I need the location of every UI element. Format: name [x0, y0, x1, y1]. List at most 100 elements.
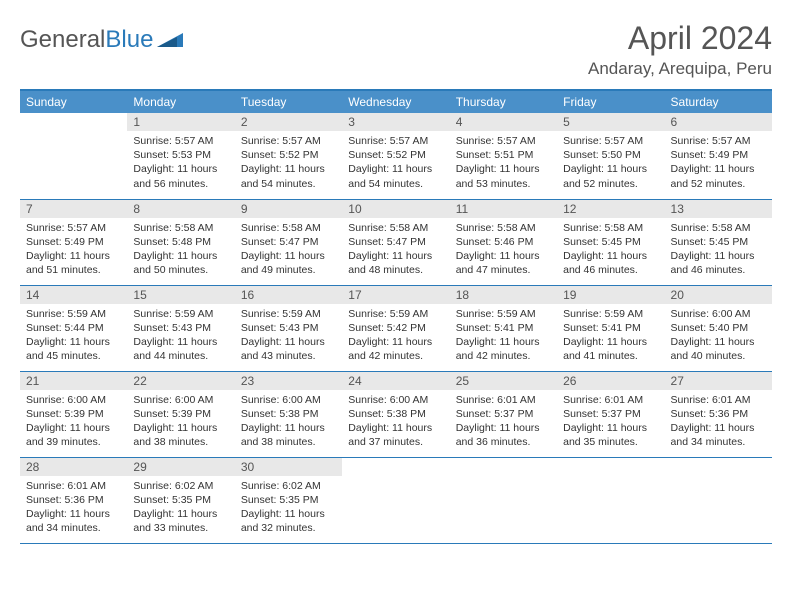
calendar-cell: . [557, 457, 664, 543]
day-details: Sunrise: 5:59 AMSunset: 5:43 PMDaylight:… [127, 304, 234, 367]
calendar-cell: . [450, 457, 557, 543]
sunrise-text: Sunrise: 6:02 AM [133, 479, 228, 493]
day-number: 16 [235, 286, 342, 304]
logo: GeneralBlue [20, 20, 183, 54]
daylight-text: Daylight: 11 hours and 33 minutes. [133, 507, 228, 535]
day-details: Sunrise: 5:57 AMSunset: 5:52 PMDaylight:… [235, 131, 342, 194]
day-details: Sunrise: 6:00 AMSunset: 5:39 PMDaylight:… [20, 390, 127, 453]
day-number: 30 [235, 458, 342, 476]
sunset-text: Sunset: 5:47 PM [241, 235, 336, 249]
day-details: Sunrise: 5:57 AMSunset: 5:53 PMDaylight:… [127, 131, 234, 194]
title-block: April 2024 Andaray, Arequipa, Peru [588, 20, 772, 79]
calendar-row: .1Sunrise: 5:57 AMSunset: 5:53 PMDayligh… [20, 113, 772, 199]
sunset-text: Sunset: 5:47 PM [348, 235, 443, 249]
day-details: Sunrise: 6:02 AMSunset: 5:35 PMDaylight:… [235, 476, 342, 539]
day-details: Sunrise: 5:58 AMSunset: 5:48 PMDaylight:… [127, 218, 234, 281]
sunrise-text: Sunrise: 6:00 AM [671, 307, 766, 321]
weekday-header: Tuesday [235, 90, 342, 113]
daylight-text: Daylight: 11 hours and 35 minutes. [563, 421, 658, 449]
day-number: 19 [557, 286, 664, 304]
day-details: Sunrise: 5:58 AMSunset: 5:47 PMDaylight:… [235, 218, 342, 281]
daylight-text: Daylight: 11 hours and 53 minutes. [456, 162, 551, 190]
day-number: 15 [127, 286, 234, 304]
calendar-cell: 30Sunrise: 6:02 AMSunset: 5:35 PMDayligh… [235, 457, 342, 543]
day-details: Sunrise: 5:59 AMSunset: 5:41 PMDaylight:… [557, 304, 664, 367]
daylight-text: Daylight: 11 hours and 34 minutes. [671, 421, 766, 449]
logo-text-1: General [20, 26, 105, 54]
sunrise-text: Sunrise: 5:57 AM [241, 134, 336, 148]
daylight-text: Daylight: 11 hours and 32 minutes. [241, 507, 336, 535]
calendar-cell: 10Sunrise: 5:58 AMSunset: 5:47 PMDayligh… [342, 199, 449, 285]
calendar-cell: 21Sunrise: 6:00 AMSunset: 5:39 PMDayligh… [20, 371, 127, 457]
day-details: Sunrise: 5:59 AMSunset: 5:43 PMDaylight:… [235, 304, 342, 367]
calendar-cell: 5Sunrise: 5:57 AMSunset: 5:50 PMDaylight… [557, 113, 664, 199]
weekday-header: Thursday [450, 90, 557, 113]
calendar-cell: 24Sunrise: 6:00 AMSunset: 5:38 PMDayligh… [342, 371, 449, 457]
calendar-cell: 4Sunrise: 5:57 AMSunset: 5:51 PMDaylight… [450, 113, 557, 199]
calendar-cell: . [665, 457, 772, 543]
daylight-text: Daylight: 11 hours and 45 minutes. [26, 335, 121, 363]
sunrise-text: Sunrise: 6:01 AM [563, 393, 658, 407]
calendar-cell: 20Sunrise: 6:00 AMSunset: 5:40 PMDayligh… [665, 285, 772, 371]
calendar-cell: 22Sunrise: 6:00 AMSunset: 5:39 PMDayligh… [127, 371, 234, 457]
day-details: Sunrise: 5:58 AMSunset: 5:45 PMDaylight:… [557, 218, 664, 281]
sunset-text: Sunset: 5:38 PM [241, 407, 336, 421]
weekday-header: Wednesday [342, 90, 449, 113]
sunset-text: Sunset: 5:36 PM [26, 493, 121, 507]
calendar-row: 21Sunrise: 6:00 AMSunset: 5:39 PMDayligh… [20, 371, 772, 457]
sunset-text: Sunset: 5:44 PM [26, 321, 121, 335]
day-details: Sunrise: 6:01 AMSunset: 5:36 PMDaylight:… [665, 390, 772, 453]
daylight-text: Daylight: 11 hours and 44 minutes. [133, 335, 228, 363]
day-details: Sunrise: 5:59 AMSunset: 5:42 PMDaylight:… [342, 304, 449, 367]
weekday-header: Friday [557, 90, 664, 113]
sunset-text: Sunset: 5:50 PM [563, 148, 658, 162]
location-text: Andaray, Arequipa, Peru [588, 59, 772, 79]
daylight-text: Daylight: 11 hours and 42 minutes. [348, 335, 443, 363]
daylight-text: Daylight: 11 hours and 42 minutes. [456, 335, 551, 363]
sunrise-text: Sunrise: 5:58 AM [456, 221, 551, 235]
sunset-text: Sunset: 5:43 PM [241, 321, 336, 335]
sunset-text: Sunset: 5:46 PM [456, 235, 551, 249]
sunset-text: Sunset: 5:36 PM [671, 407, 766, 421]
day-number: 12 [557, 200, 664, 218]
calendar-table: SundayMondayTuesdayWednesdayThursdayFrid… [20, 89, 772, 544]
sunrise-text: Sunrise: 5:59 AM [241, 307, 336, 321]
daylight-text: Daylight: 11 hours and 54 minutes. [348, 162, 443, 190]
sunrise-text: Sunrise: 6:02 AM [241, 479, 336, 493]
day-details: Sunrise: 6:00 AMSunset: 5:40 PMDaylight:… [665, 304, 772, 367]
day-number: 4 [450, 113, 557, 131]
sunset-text: Sunset: 5:37 PM [563, 407, 658, 421]
sunrise-text: Sunrise: 6:00 AM [133, 393, 228, 407]
day-details: Sunrise: 5:59 AMSunset: 5:41 PMDaylight:… [450, 304, 557, 367]
calendar-cell: 2Sunrise: 5:57 AMSunset: 5:52 PMDaylight… [235, 113, 342, 199]
sunrise-text: Sunrise: 5:57 AM [26, 221, 121, 235]
daylight-text: Daylight: 11 hours and 41 minutes. [563, 335, 658, 363]
day-number: 18 [450, 286, 557, 304]
calendar-cell: . [20, 113, 127, 199]
daylight-text: Daylight: 11 hours and 47 minutes. [456, 249, 551, 277]
day-details: Sunrise: 6:00 AMSunset: 5:38 PMDaylight:… [235, 390, 342, 453]
day-details: Sunrise: 5:59 AMSunset: 5:44 PMDaylight:… [20, 304, 127, 367]
sunset-text: Sunset: 5:35 PM [241, 493, 336, 507]
daylight-text: Daylight: 11 hours and 56 minutes. [133, 162, 228, 190]
day-details: Sunrise: 6:01 AMSunset: 5:37 PMDaylight:… [450, 390, 557, 453]
calendar-cell: 12Sunrise: 5:58 AMSunset: 5:45 PMDayligh… [557, 199, 664, 285]
day-number: 22 [127, 372, 234, 390]
day-details: Sunrise: 5:57 AMSunset: 5:50 PMDaylight:… [557, 131, 664, 194]
day-number: 3 [342, 113, 449, 131]
sunrise-text: Sunrise: 5:59 AM [456, 307, 551, 321]
day-number: 8 [127, 200, 234, 218]
day-details: Sunrise: 6:01 AMSunset: 5:37 PMDaylight:… [557, 390, 664, 453]
calendar-cell: 15Sunrise: 5:59 AMSunset: 5:43 PMDayligh… [127, 285, 234, 371]
day-details: Sunrise: 6:00 AMSunset: 5:38 PMDaylight:… [342, 390, 449, 453]
sunset-text: Sunset: 5:49 PM [671, 148, 766, 162]
sunrise-text: Sunrise: 5:58 AM [671, 221, 766, 235]
sunset-text: Sunset: 5:38 PM [348, 407, 443, 421]
day-number: 26 [557, 372, 664, 390]
sunrise-text: Sunrise: 6:01 AM [671, 393, 766, 407]
sunrise-text: Sunrise: 5:57 AM [133, 134, 228, 148]
calendar-row: 14Sunrise: 5:59 AMSunset: 5:44 PMDayligh… [20, 285, 772, 371]
sunrise-text: Sunrise: 5:57 AM [456, 134, 551, 148]
weekday-header: Monday [127, 90, 234, 113]
calendar-cell: 25Sunrise: 6:01 AMSunset: 5:37 PMDayligh… [450, 371, 557, 457]
